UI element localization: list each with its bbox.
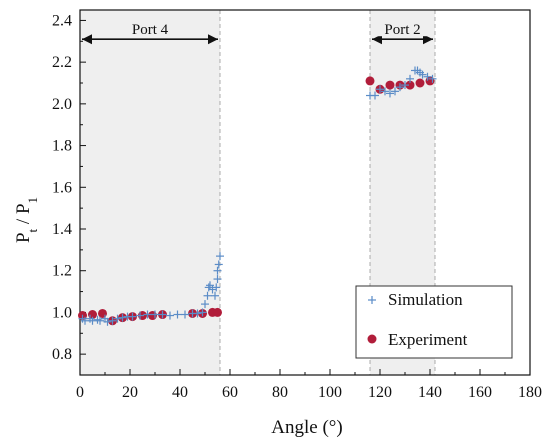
simulation-point — [206, 281, 214, 290]
simulation-point — [391, 87, 399, 96]
y-tick-label: 1.6 — [52, 179, 72, 196]
simulation-point — [418, 70, 427, 79]
simulation-point — [371, 91, 379, 100]
simulation-point — [423, 72, 432, 81]
y-axis-title: Pt / P1 — [13, 197, 40, 243]
legend-box — [355, 285, 513, 359]
x-tick-label: 120 — [368, 384, 392, 401]
y-tick-label: 1.8 — [52, 138, 72, 155]
y-axis-title-sub-t: t — [25, 228, 40, 232]
x-tick-label: 20 — [122, 384, 138, 401]
experiment-point — [425, 76, 435, 86]
region-2-label: Port 2 — [384, 22, 420, 38]
simulation-point — [88, 316, 97, 325]
simulation-point — [216, 252, 224, 261]
y-tick-label: 2.0 — [52, 96, 72, 113]
legend: Simulation Experiment — [355, 285, 513, 359]
simulation-point — [181, 310, 189, 319]
region-2-label-bg — [375, 22, 430, 37]
experiment-point — [365, 76, 375, 86]
simulation-point — [214, 260, 223, 269]
simulation-point — [108, 316, 117, 325]
y-axis-title-sub-1: 1 — [25, 197, 40, 204]
x-tick-label: 140 — [418, 384, 442, 401]
y-tick-label: 0.8 — [52, 346, 72, 363]
simulation-point — [173, 310, 182, 319]
legend-experiment-marker — [367, 334, 377, 344]
y-tick-label: 1.0 — [52, 304, 72, 321]
experiment-point — [385, 80, 395, 90]
data-marks — [78, 66, 437, 326]
x-tick-label: 160 — [468, 384, 492, 401]
y-axis-title-p: P — [13, 232, 34, 243]
x-axis-title: Angle (°) — [271, 417, 342, 438]
y-tick-label: 1.2 — [52, 263, 72, 280]
simulation-point — [203, 291, 212, 300]
simulation-point — [198, 308, 207, 317]
axis-ticks: 0 20 40 60 80 100 120 140 160 180 0.8 1.0 1.2 1.4 1.6 1… — [52, 12, 542, 401]
simulation-point — [201, 300, 209, 309]
experiment-point — [405, 80, 415, 90]
simulation-point — [386, 89, 394, 98]
experiment-point — [98, 308, 107, 318]
x-tick-label: 80 — [272, 384, 288, 401]
simulation-point — [113, 314, 122, 323]
simulation-point — [211, 291, 219, 300]
simulation-point — [103, 317, 112, 326]
simulation-point — [212, 283, 221, 292]
simulation-point — [128, 312, 137, 321]
region-1-arrowhead-left — [82, 34, 92, 45]
simulation-point — [396, 83, 404, 92]
region-annotations: Port 4 Port 2 — [82, 22, 433, 45]
simulation-point — [158, 310, 167, 319]
simulation-point — [193, 309, 202, 318]
simulation-point — [143, 310, 152, 319]
legend-simulation-label: Simulation — [388, 290, 463, 309]
x-tick-label: 180 — [518, 384, 542, 401]
y-axis-title-slash: / P — [13, 203, 34, 228]
simulation-point — [96, 316, 104, 325]
simulation-point — [213, 275, 222, 284]
y-tick-label: 2.4 — [52, 12, 72, 29]
simulation-point — [401, 81, 409, 90]
simulation-point — [81, 316, 89, 325]
experiment-point — [415, 78, 425, 88]
region-1-label: Port 4 — [132, 22, 169, 38]
legend-plus — [368, 296, 376, 304]
simulation-point — [381, 87, 389, 96]
legend-experiment-label: Experiment — [388, 330, 468, 349]
region-1-arrowhead-right — [208, 34, 218, 45]
region-1-label-bg — [122, 22, 178, 37]
simulation-point — [151, 310, 159, 319]
legend-simulation-marker — [368, 296, 376, 304]
y-tick-label: 1.4 — [52, 221, 72, 238]
x-tick-label: 40 — [172, 384, 188, 401]
region-2-arrowhead-right — [423, 34, 433, 45]
simulation-point — [118, 313, 127, 322]
y-tick-label: 2.2 — [52, 54, 72, 71]
region-2-arrowhead-left — [372, 34, 382, 45]
legend-circle — [367, 334, 377, 344]
simulation-point — [213, 266, 222, 275]
simulation-point — [376, 85, 384, 94]
experiment-point — [213, 307, 222, 317]
experiment-point — [148, 311, 157, 321]
x-tick-label: 0 — [76, 384, 84, 401]
simulation-point — [166, 311, 174, 320]
simulation-point — [136, 311, 144, 320]
simulation-point — [428, 74, 437, 83]
x-tick-label: 60 — [222, 384, 238, 401]
x-tick-label: 100 — [318, 384, 342, 401]
simulation-point — [406, 74, 414, 83]
